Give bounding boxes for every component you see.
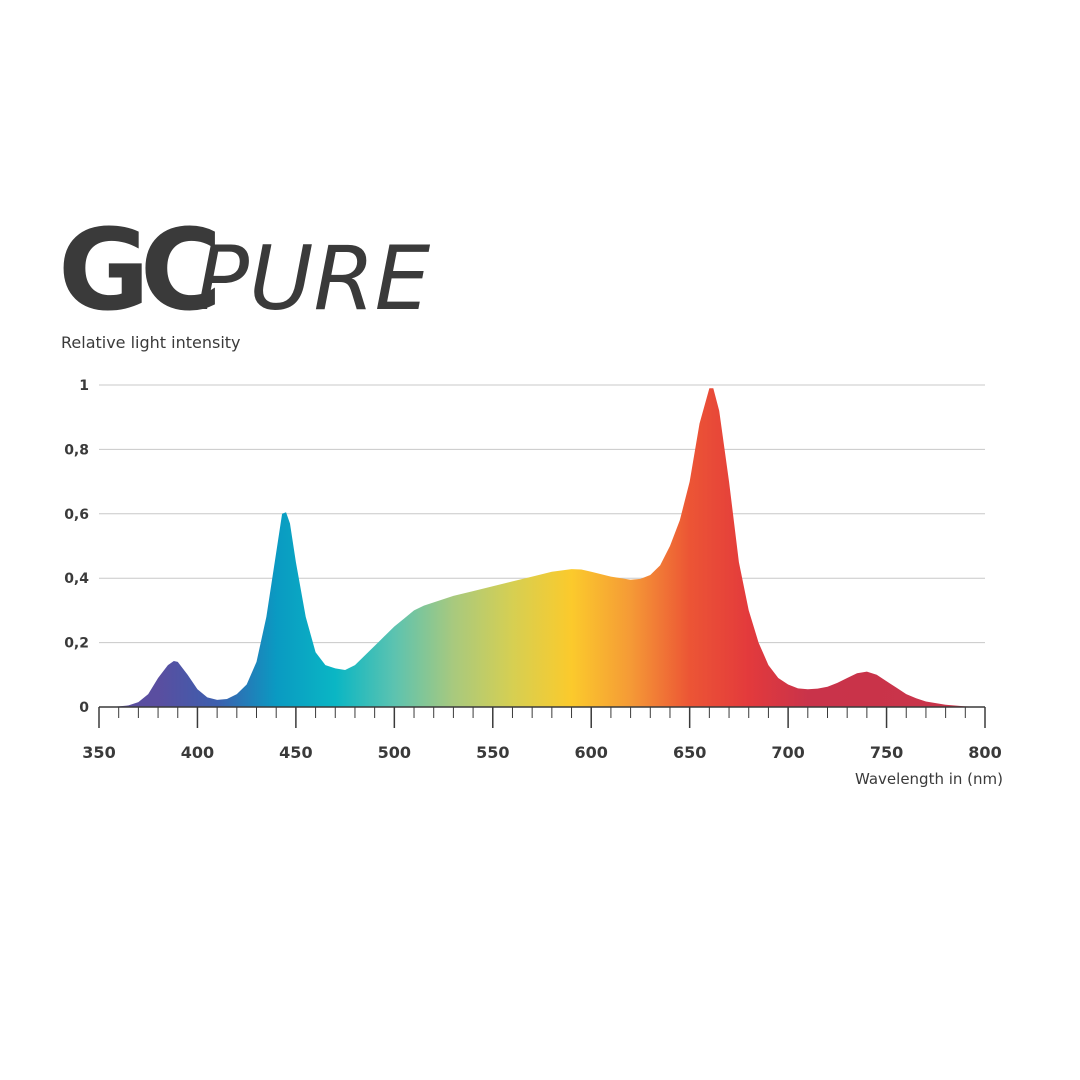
y-tick-label: 0 xyxy=(79,700,89,716)
x-tick-label: 600 xyxy=(575,743,608,762)
y-tick-label: 0,8 xyxy=(64,442,89,458)
x-tick-label: 450 xyxy=(279,743,312,762)
logo-mark: GC xyxy=(58,206,216,336)
y-tick-label: 0,4 xyxy=(64,571,89,587)
logo-text: PURE xyxy=(196,227,431,330)
x-tick-label: 800 xyxy=(968,743,1001,762)
x-tick-label: 400 xyxy=(181,743,214,762)
x-tick-label: 650 xyxy=(673,743,706,762)
y-axis-title: Relative light intensity xyxy=(61,333,241,352)
spectrum-area xyxy=(99,388,985,707)
x-axis-title: Wavelength in (nm) xyxy=(855,770,1003,788)
x-tick-label: 350 xyxy=(82,743,115,762)
x-tick-label: 500 xyxy=(378,743,411,762)
x-tick-label: 550 xyxy=(476,743,509,762)
y-tick-label: 0,6 xyxy=(64,507,89,523)
x-tick-label: 750 xyxy=(870,743,903,762)
y-tick-label: 0,2 xyxy=(64,636,89,652)
y-tick-label: 1 xyxy=(79,378,89,394)
x-tick-label: 700 xyxy=(771,743,804,762)
